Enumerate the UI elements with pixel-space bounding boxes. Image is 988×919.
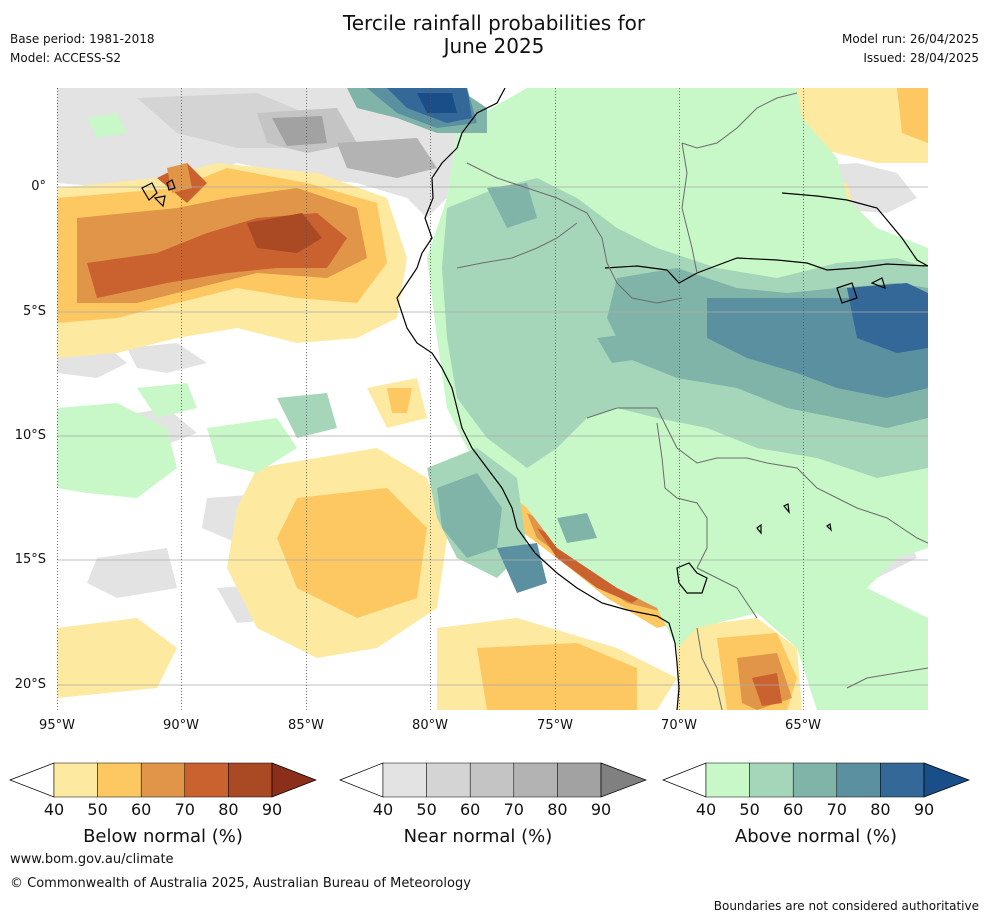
colorbar-above-normal (662, 762, 970, 798)
colorbar-above-tick: 50 (739, 800, 760, 819)
colorbar-near-normal (339, 762, 647, 798)
colorbar-near-segment (382, 762, 427, 798)
lon-label-75w: 75°W (537, 718, 573, 733)
lat-label-10s: 10°S (14, 428, 46, 443)
model-text: Model: ACCESS-S2 (10, 51, 122, 65)
colorbar-label-below: Below normal (%) (83, 826, 243, 847)
colorbar-below-segment (53, 762, 98, 798)
website-text: www.bom.gov.au/climate (10, 852, 174, 867)
colorbar-below-tick: 70 (174, 800, 195, 819)
colorbar-above-segment (749, 762, 794, 798)
disclaimer-text: Boundaries are not considered authoritat… (713, 899, 979, 913)
colorbar-above-tick: 60 (783, 800, 804, 819)
colorbar-below-extend-high (271, 762, 317, 798)
colorbar-near-tick: 80 (547, 800, 568, 819)
lat-label-15s: 15°S (14, 552, 46, 567)
colorbar-below-normal (9, 762, 317, 798)
colorbar-near-tick: 50 (416, 800, 437, 819)
lon-label-70w: 70°W (661, 718, 697, 733)
colorbar-below-tick: 90 (261, 800, 283, 819)
colorbar-near-extend-high (600, 762, 647, 798)
base-period-text: Base period: 1981-2018 (10, 32, 155, 46)
colorbars (9, 762, 970, 798)
title-line-1: Tercile rainfall probabilities for (342, 11, 646, 35)
lon-label-80w: 80°W (412, 718, 448, 733)
colorbar-label-near: Near normal (%) (403, 826, 553, 847)
colorbar-below-tick: 50 (87, 800, 108, 819)
colorbar-above-extend-low (662, 762, 707, 798)
colorbar-below-extend-low (9, 762, 55, 798)
lon-label-90w: 90°W (163, 718, 199, 733)
map-gridlines (57, 88, 928, 710)
lat-label-0: 0° (31, 179, 46, 194)
colorbar-near-tick: 90 (590, 800, 612, 819)
colorbar-below-segment (97, 762, 142, 798)
map-title: Tercile rainfall probabilities for June … (0, 12, 988, 58)
colorbar-above-extend-high (923, 762, 970, 798)
colorbar-below-segment (140, 762, 186, 798)
colorbar-below-segment (228, 762, 273, 798)
colorbar-above-tick: 40 (695, 800, 717, 819)
rainfall-probability-map (57, 88, 928, 710)
colorbar-near-segment (513, 762, 558, 798)
lon-label-95w: 95°W (39, 718, 75, 733)
title-line-2: June 2025 (443, 34, 545, 58)
colorbar-below-tick: 60 (131, 800, 152, 819)
colorbar-above-tick: 80 (870, 800, 891, 819)
lon-label-85w: 85°W (288, 718, 324, 733)
right-metadata: Model run: 26/04/2025 Issued: 28/04/2025 (842, 30, 979, 68)
lat-label-20s: 20°S (14, 677, 46, 692)
lon-label-65w: 65°W (785, 718, 821, 733)
colorbar-near-segment (469, 762, 515, 798)
colorbar-above-segment (880, 762, 925, 798)
colorbar-label-above: Above normal (%) (734, 826, 898, 847)
model-run-text: Model run: 26/04/2025 (841, 32, 979, 46)
colorbar-near-segment (557, 762, 602, 798)
colorbar-near-tick: 70 (503, 800, 524, 819)
colorbar-above-tick: 90 (913, 800, 935, 819)
issued-text: Issued: 28/04/2025 (863, 51, 979, 65)
colorbar-below-tick: 40 (43, 800, 65, 819)
colorbar-above-tick: 70 (826, 800, 847, 819)
country-borders (456, 92, 928, 710)
above-normal-regions (57, 88, 928, 710)
colorbar-above-segment (836, 762, 881, 798)
colorbar-below-segment (184, 762, 229, 798)
colorbar-below-tick: 80 (218, 800, 239, 819)
lat-label-5s: 5°S (22, 304, 46, 319)
colorbar-near-tick: 40 (372, 800, 394, 819)
colorbar-above-segment (705, 762, 750, 798)
colorbar-above-segment (792, 762, 838, 798)
coastline (141, 88, 928, 710)
colorbar-near-extend-low (339, 762, 384, 798)
left-metadata: Base period: 1981-2018 Model: ACCESS-S2 (10, 30, 155, 68)
colorbar-near-segment (426, 762, 471, 798)
copyright-text: © Commonwealth of Australia 2025, Austra… (10, 876, 471, 891)
colorbar-near-tick: 60 (460, 800, 481, 819)
